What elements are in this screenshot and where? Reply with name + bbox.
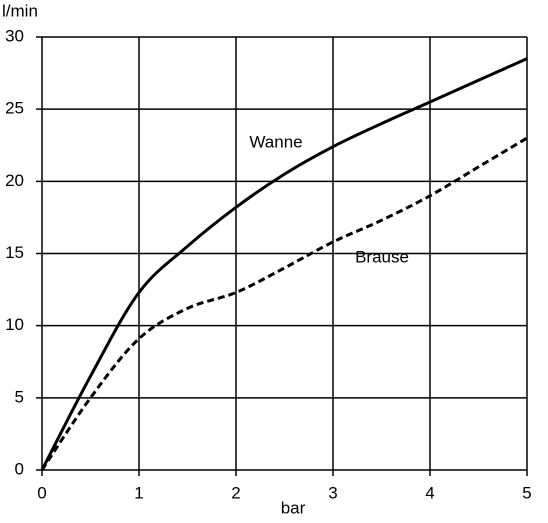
y-tick-label: 25 [5, 99, 24, 118]
x-tick-label: 2 [231, 483, 240, 502]
x-tick-label: 5 [522, 483, 531, 502]
y-tick-label: 30 [5, 26, 24, 45]
x-tick-label: 3 [328, 483, 337, 502]
y-tick-label: 15 [5, 243, 24, 262]
y-tick-label: 10 [5, 315, 24, 334]
line [40, 57, 528, 471]
x-axis-label: bar [281, 498, 306, 517]
x-tick-label: 0 [37, 483, 46, 502]
y-tick-label: 0 [15, 459, 24, 478]
line [40, 136, 528, 471]
y-axis-label: l/min [2, 1, 38, 20]
y-tick-label: 20 [5, 171, 24, 190]
series-label: Wanne [249, 132, 302, 151]
y-tick-label: 5 [15, 387, 24, 406]
x-tick-label: 1 [134, 483, 143, 502]
x-tick-label: 4 [425, 483, 434, 502]
series-label: Brause [355, 247, 409, 266]
